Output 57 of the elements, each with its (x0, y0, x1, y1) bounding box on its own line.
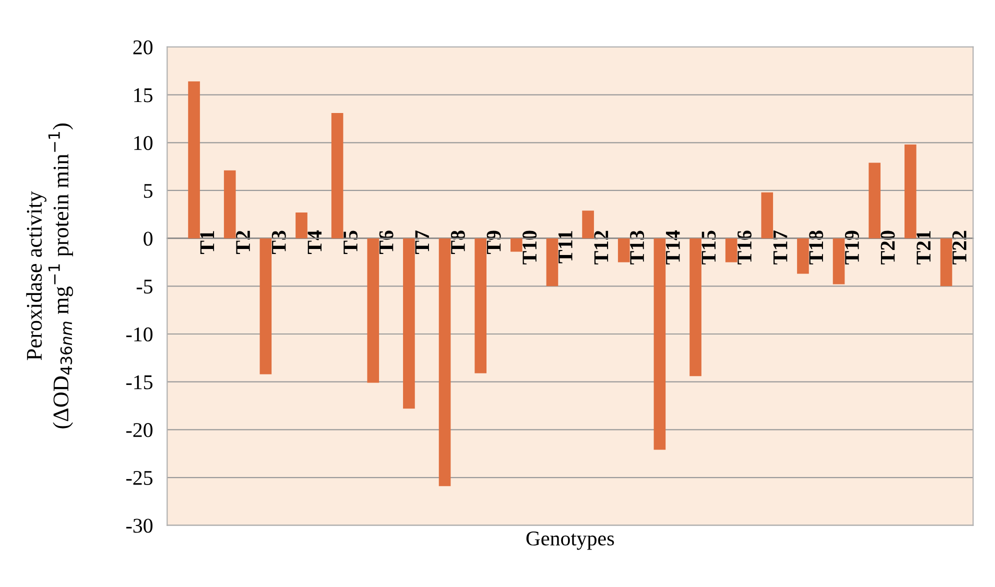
bar (188, 81, 200, 238)
y-tick-label: 10 (134, 136, 152, 150)
x-tick-label: T21 (916, 231, 930, 264)
bar (868, 162, 881, 238)
bar (582, 210, 594, 238)
x-tick-label: T11 (558, 231, 572, 264)
x-tick-label: T12 (594, 230, 608, 264)
y-tick-label: -20 (126, 423, 152, 438)
bar (940, 238, 952, 286)
x-tick-label: T7 (415, 230, 429, 254)
y-tick-label: 20 (133, 40, 152, 54)
bar (546, 238, 558, 286)
bar (654, 238, 666, 450)
bar (832, 238, 845, 284)
x-tick-label: T3 (272, 230, 286, 254)
x-axis-title: Genotypes (526, 532, 614, 550)
bar (797, 238, 809, 274)
x-tick-label: T2 (236, 230, 250, 254)
bar (510, 238, 522, 252)
bar (474, 238, 486, 374)
y-tick-label: 0 (144, 232, 152, 246)
y-tick-label: -15 (126, 375, 152, 390)
bar (725, 238, 738, 262)
y-tick-label: -30 (126, 518, 152, 533)
x-tick-label: T5 (344, 230, 358, 254)
x-tick-label: T15 (702, 230, 716, 264)
y-tick-label: -10 (126, 327, 152, 342)
x-tick-label: T20 (880, 230, 895, 264)
x-tick-label: T19 (845, 230, 859, 264)
bar (403, 238, 415, 409)
y-tick-label: -25 (126, 470, 152, 485)
bar (690, 238, 702, 376)
x-tick-label: T8 (450, 230, 465, 254)
bar (224, 170, 236, 238)
x-tick-label: T16 (738, 230, 752, 264)
bar (260, 238, 272, 374)
y-axis-title: Peroxidase activity (ΔOD$_{436nm}$ mg$^{−1}$ protein min$^{−1}$) (26, 124, 74, 428)
bar (618, 238, 630, 262)
x-tick-label: T22 (952, 230, 966, 264)
x-tick-label: T4 (308, 230, 322, 254)
bar (331, 112, 344, 238)
x-tick-label: T13 (630, 230, 644, 264)
x-tick-label: T14 (666, 230, 680, 264)
bar (761, 192, 774, 238)
x-tick-label: T9 (486, 230, 501, 254)
bar (296, 212, 308, 238)
bar (438, 238, 451, 486)
y-tick-label: 5 (144, 184, 152, 198)
bar (367, 238, 380, 383)
bar (904, 144, 916, 238)
y-tick-label: -5 (136, 280, 152, 294)
x-tick-label: T18 (809, 230, 824, 264)
x-tick-label: T10 (522, 230, 537, 264)
y-tick-label: 15 (134, 88, 152, 102)
x-tick-label: T1 (200, 231, 214, 254)
x-tick-label: T17 (773, 230, 788, 264)
x-tick-label: T6 (379, 230, 394, 254)
